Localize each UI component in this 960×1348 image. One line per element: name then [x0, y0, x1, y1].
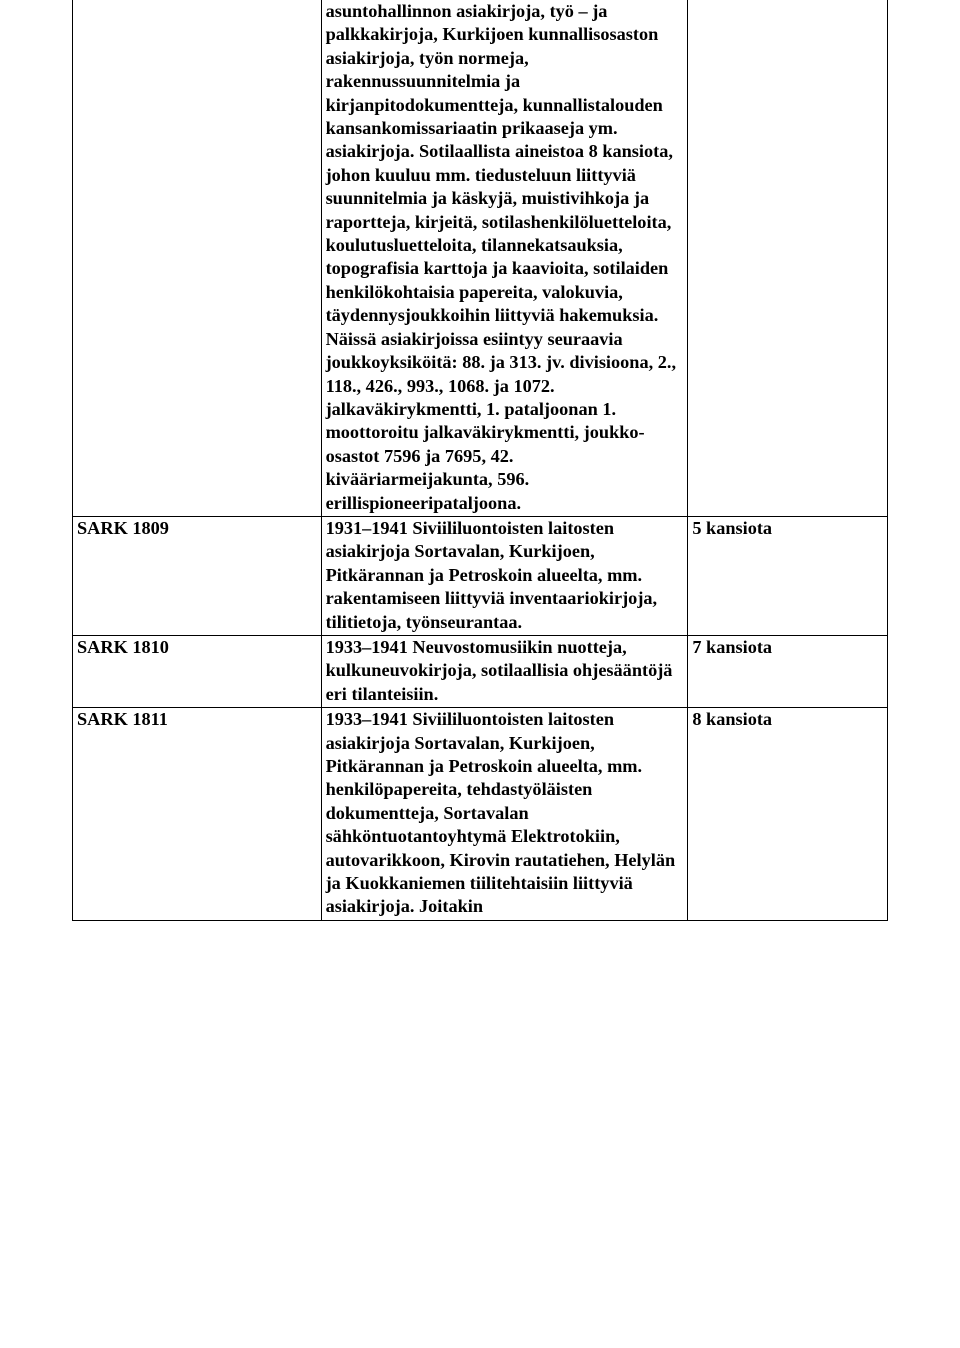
table-row: SARK 1811 1933–1941 Siviililuontoisten l…: [73, 708, 888, 921]
cell-desc: asuntohallinnon asiakirjoja, työ – ja pa…: [321, 0, 688, 516]
cell-desc: 1933–1941 Siviililuontoisten laitosten a…: [321, 708, 688, 921]
cell-desc: 1931–1941 Siviililuontoisten laitosten a…: [321, 516, 688, 635]
cell-id: SARK 1810: [73, 635, 322, 707]
table-row: asuntohallinnon asiakirjoja, työ – ja pa…: [73, 0, 888, 516]
cell-id: [73, 0, 322, 516]
cell-extent: 7 kansiota: [688, 635, 888, 707]
archive-table: asuntohallinnon asiakirjoja, työ – ja pa…: [72, 0, 888, 921]
cell-extent: 5 kansiota: [688, 516, 888, 635]
cell-extent: 8 kansiota: [688, 708, 888, 921]
cell-id: SARK 1809: [73, 516, 322, 635]
cell-id: SARK 1811: [73, 708, 322, 921]
cell-extent: [688, 0, 888, 516]
page: asuntohallinnon asiakirjoja, työ – ja pa…: [0, 0, 960, 1348]
table-row: SARK 1810 1933–1941 Neuvostomusiikin nuo…: [73, 635, 888, 707]
table-row: SARK 1809 1931–1941 Siviililuontoisten l…: [73, 516, 888, 635]
cell-desc: 1933–1941 Neuvostomusiikin nuotteja, kul…: [321, 635, 688, 707]
